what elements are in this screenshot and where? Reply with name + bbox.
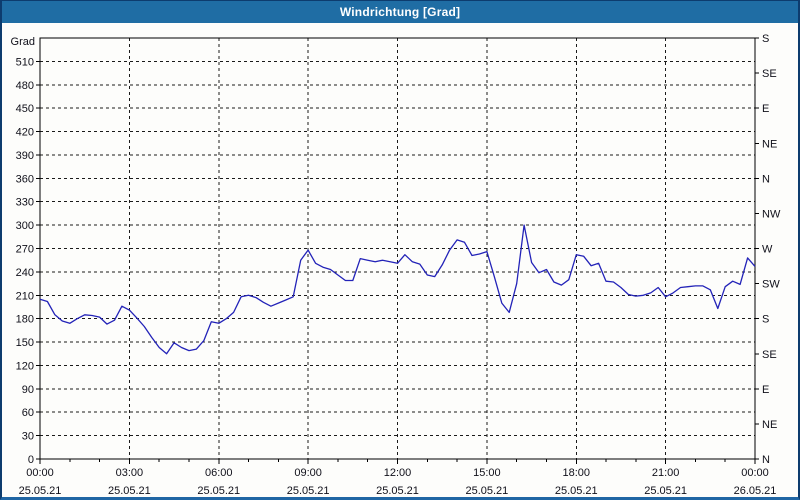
svg-text:21:00: 21:00 — [652, 467, 680, 479]
svg-text:25.05.21: 25.05.21 — [555, 485, 598, 497]
svg-text:S: S — [762, 33, 769, 45]
y-axis-right-ticks — [755, 37, 759, 460]
svg-text:25.05.21: 25.05.21 — [376, 485, 419, 497]
chart-area: 0 30 60 90 120 150 180 210 240 270 300 330 360 390 420… — [2, 23, 798, 497]
svg-text:25.05.21: 25.05.21 — [197, 485, 240, 497]
x-axis-time-labels: 00:00 03:00 06:00 09:00 12:00 15:00 18:00 21:00… — [26, 467, 769, 479]
svg-text:330: 330 — [16, 197, 34, 209]
svg-text:300: 300 — [16, 220, 34, 232]
svg-text:03:00: 03:00 — [116, 467, 144, 479]
svg-text:60: 60 — [22, 407, 34, 419]
svg-text:240: 240 — [16, 267, 34, 279]
grad-unit-label: Grad — [11, 36, 35, 48]
svg-text:120: 120 — [16, 360, 34, 372]
svg-text:E: E — [762, 103, 769, 115]
horizontal-gridlines — [40, 60, 755, 437]
vertical-gridlines — [128, 38, 667, 459]
x-axis-date-labels: 25.05.21 25.05.21 25.05.21 25.05.21 25.05.21… — [19, 485, 777, 497]
y-axis-left-labels: 0 30 60 90 120 150 180 210 240 270 300 330 360 390 420… — [16, 56, 34, 466]
title-bar: Windrichtung [Grad] — [2, 1, 798, 23]
svg-text:00:00: 00:00 — [741, 467, 769, 479]
svg-text:90: 90 — [22, 384, 34, 396]
svg-text:25.05.21: 25.05.21 — [108, 485, 151, 497]
x-axis-ticks — [39, 459, 756, 464]
svg-text:00:00: 00:00 — [26, 467, 54, 479]
svg-text:12:00: 12:00 — [384, 467, 412, 479]
svg-text:NE: NE — [762, 138, 777, 150]
svg-text:180: 180 — [16, 314, 34, 326]
svg-text:26.05.21: 26.05.21 — [734, 485, 777, 497]
svg-text:0: 0 — [28, 454, 34, 466]
svg-text:360: 360 — [16, 173, 34, 185]
svg-text:450: 450 — [16, 103, 34, 115]
svg-text:W: W — [762, 244, 773, 256]
svg-text:18:00: 18:00 — [562, 467, 590, 479]
svg-text:SE: SE — [762, 68, 777, 80]
svg-text:E: E — [762, 384, 769, 396]
svg-text:25.05.21: 25.05.21 — [287, 485, 330, 497]
svg-text:15:00: 15:00 — [473, 467, 501, 479]
svg-text:SW: SW — [762, 279, 780, 291]
y-axis-left-ticks — [36, 60, 40, 460]
svg-text:210: 210 — [16, 290, 34, 302]
svg-text:25.05.21: 25.05.21 — [644, 485, 687, 497]
window-title: Windrichtung [Grad] — [339, 5, 461, 19]
svg-text:510: 510 — [16, 56, 34, 68]
svg-text:25.05.21: 25.05.21 — [19, 485, 62, 497]
svg-text:09:00: 09:00 — [294, 467, 322, 479]
wind-direction-chart: 0 30 60 90 120 150 180 210 240 270 300 330 360 390 420… — [11, 33, 781, 497]
svg-text:Grad: Grad — [11, 36, 35, 48]
svg-text:30: 30 — [22, 431, 34, 443]
y-axis-right-labels: S SE E NE N NW W SW S SE E NE N — [762, 33, 781, 466]
svg-text:270: 270 — [16, 244, 34, 256]
svg-text:06:00: 06:00 — [205, 467, 233, 479]
svg-text:25.05.21: 25.05.21 — [465, 485, 508, 497]
svg-text:N: N — [762, 454, 770, 466]
svg-text:S: S — [762, 314, 769, 326]
svg-text:420: 420 — [16, 127, 34, 139]
svg-text:N: N — [762, 173, 770, 185]
svg-text:150: 150 — [16, 337, 34, 349]
svg-text:SE: SE — [762, 349, 777, 361]
wind-direction-line — [39, 224, 756, 355]
svg-text:390: 390 — [16, 150, 34, 162]
svg-text:480: 480 — [16, 80, 34, 92]
svg-text:NW: NW — [762, 208, 781, 220]
svg-text:NE: NE — [762, 419, 777, 431]
